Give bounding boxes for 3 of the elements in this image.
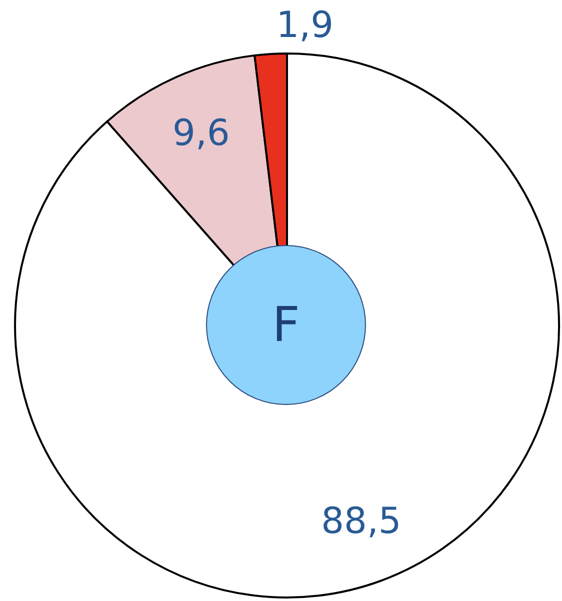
data-label: 1,9	[276, 5, 334, 46]
data-label: 88,5	[321, 500, 402, 542]
data-label: 9,6	[172, 112, 230, 154]
